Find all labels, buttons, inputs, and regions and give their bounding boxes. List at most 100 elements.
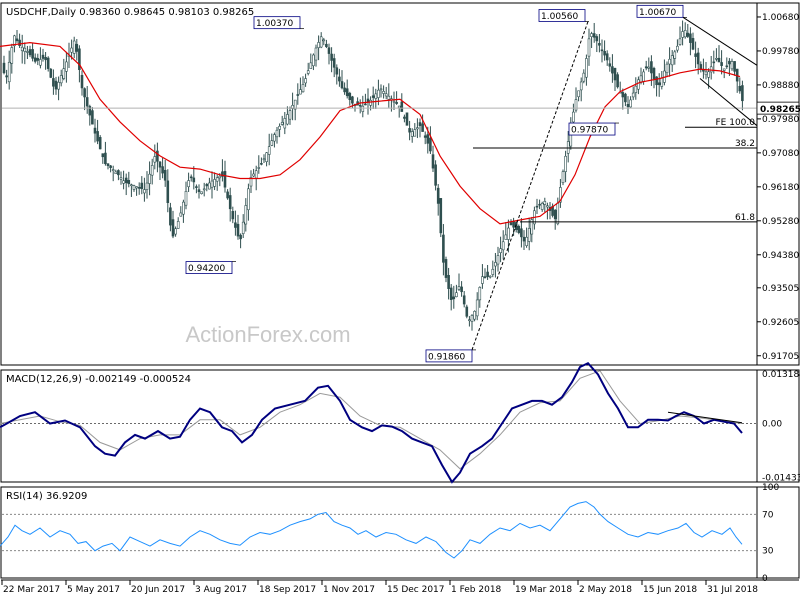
candle-body [249, 176, 253, 187]
candle-body [195, 186, 198, 188]
candle-body [2, 62, 6, 74]
annotation-label: 1.00670 [639, 8, 676, 18]
candle-body [483, 276, 487, 278]
candle-body [582, 72, 586, 82]
candle-body [374, 93, 378, 99]
candle-body [626, 103, 630, 108]
candle-body [54, 80, 58, 90]
candle-body [488, 275, 492, 278]
candle-body [351, 96, 354, 104]
candle-body [10, 47, 14, 64]
candle-body [23, 47, 27, 52]
x-tick-label: 19 Mar 2018 [515, 585, 572, 595]
candle-body [400, 101, 404, 112]
candle-body [7, 61, 11, 83]
candle-body [72, 40, 76, 54]
candle-body [176, 221, 180, 229]
candle-body [634, 85, 638, 93]
candle-body [429, 137, 432, 152]
candle-body [156, 150, 159, 162]
candle-body [377, 89, 380, 98]
price-y-tick-label: 0.98880 [762, 81, 799, 91]
candle-body [127, 179, 131, 185]
candle-body [57, 81, 60, 90]
candle-body [221, 171, 224, 177]
candle-body [616, 74, 619, 88]
candle-body [106, 163, 110, 166]
price-y-tick-label: 0.99780 [762, 47, 799, 57]
candle-body [98, 137, 102, 150]
macd-line [0, 361, 743, 484]
candle-body [299, 89, 302, 95]
moving-average-line [0, 41, 741, 225]
candle-body [150, 165, 154, 176]
candle-body [595, 36, 599, 42]
candle-body [613, 67, 617, 81]
candle-body [317, 42, 320, 48]
candle-body [18, 39, 21, 46]
annotation-box [538, 9, 586, 22]
candle-body [252, 173, 255, 177]
rsi-header: RSI(14) 36.9209 [6, 491, 87, 502]
candle-body [574, 99, 578, 111]
annotation-label: 0.91860 [428, 352, 465, 362]
candle-body [392, 100, 396, 103]
candle-body [598, 42, 601, 46]
rsi-y-tick-label: 30 [762, 547, 774, 557]
candle-body [600, 49, 604, 52]
candle-body [111, 169, 115, 172]
candle-body [585, 58, 588, 78]
candle-body [644, 66, 648, 69]
candle-body [109, 165, 112, 168]
candle-body [231, 211, 235, 220]
x-tick-label: 15 Jun 2018 [643, 585, 697, 595]
candle-body [348, 92, 352, 101]
candle-body [174, 228, 177, 235]
candle-body [603, 50, 606, 56]
candle-body [728, 60, 731, 65]
x-tick-label: 22 Mar 2017 [3, 585, 60, 595]
candle-body [447, 275, 450, 289]
candle-body [208, 182, 211, 190]
panel-frame [0, 486, 800, 579]
candle-body [566, 141, 570, 154]
candle-body [202, 188, 206, 191]
candle-body [70, 47, 73, 53]
candle-body [358, 104, 362, 107]
candle-body [522, 236, 526, 242]
candle-body [434, 164, 437, 186]
candle-body [296, 94, 300, 96]
candle-body [473, 310, 476, 320]
candle-body [673, 51, 677, 59]
candle-body [647, 66, 651, 69]
rsi-y-tick-label: 100 [762, 483, 779, 493]
candle-body [468, 319, 471, 322]
candle-body [327, 47, 331, 54]
candle-body [507, 227, 510, 240]
candle-body [395, 102, 398, 104]
candle-body [455, 292, 458, 298]
candle-body [535, 205, 539, 208]
rally-trendline [471, 21, 589, 351]
candle-body [486, 271, 489, 277]
candle-body [213, 179, 216, 187]
candle-body [416, 127, 419, 130]
candle-body [733, 61, 736, 72]
candle-body [410, 131, 414, 137]
candle-body [244, 205, 248, 225]
candle-body [44, 57, 47, 61]
candle-body [312, 54, 315, 67]
candle-body [725, 65, 729, 68]
candle-body [408, 128, 411, 133]
candle-body [28, 49, 32, 56]
candle-body [223, 171, 227, 188]
candle-body [239, 234, 242, 240]
candle-body [546, 205, 549, 208]
candle-body [702, 69, 705, 72]
candle-body [62, 68, 66, 79]
candle-body [309, 62, 313, 69]
candle-body [93, 127, 97, 134]
candle-body [538, 203, 541, 206]
annotation-box [425, 349, 473, 363]
candle-body [91, 110, 94, 125]
